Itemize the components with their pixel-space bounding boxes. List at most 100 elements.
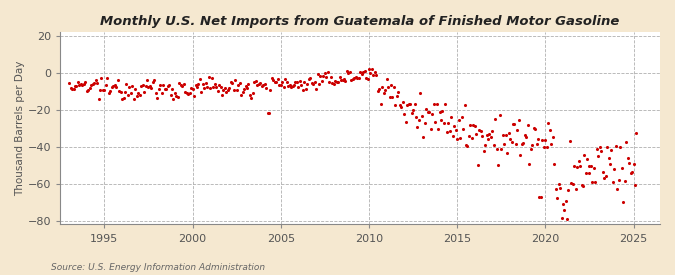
Point xyxy=(144,84,155,88)
Point xyxy=(305,76,316,80)
Point xyxy=(300,87,311,91)
Point xyxy=(68,87,79,92)
Point xyxy=(566,181,576,186)
Point xyxy=(558,202,568,206)
Point xyxy=(384,95,395,99)
Point xyxy=(356,72,367,76)
Point xyxy=(496,147,507,151)
Point xyxy=(522,122,533,127)
Point xyxy=(563,188,574,192)
Point xyxy=(261,86,271,90)
Point xyxy=(289,83,300,87)
Point xyxy=(130,86,140,91)
Point xyxy=(593,154,603,158)
Point xyxy=(367,67,377,72)
Point xyxy=(180,90,190,94)
Point xyxy=(127,83,138,88)
Point xyxy=(273,77,284,81)
Point xyxy=(446,115,457,120)
Point xyxy=(153,87,164,91)
Point xyxy=(65,86,76,90)
Point xyxy=(146,85,157,90)
Point xyxy=(621,139,632,144)
Point xyxy=(221,90,232,94)
Point xyxy=(364,67,375,72)
Point xyxy=(525,147,536,152)
Point xyxy=(514,118,524,122)
Point xyxy=(148,80,159,84)
Point xyxy=(435,118,446,123)
Point xyxy=(455,135,466,140)
Point xyxy=(234,81,245,85)
Point xyxy=(174,81,185,86)
Point xyxy=(281,80,292,84)
Point xyxy=(335,78,346,82)
Point xyxy=(212,89,223,93)
Point xyxy=(580,171,591,175)
Point xyxy=(244,93,255,97)
Point xyxy=(198,81,209,86)
Point xyxy=(217,92,227,97)
Point xyxy=(390,103,401,107)
Point xyxy=(569,164,580,169)
Point xyxy=(239,87,250,92)
Point xyxy=(262,111,273,116)
Point xyxy=(481,133,492,137)
Point xyxy=(138,89,149,94)
Point xyxy=(162,83,173,88)
Point xyxy=(228,88,239,92)
Point xyxy=(205,86,215,90)
Point xyxy=(374,87,385,92)
Point xyxy=(268,78,279,82)
Point xyxy=(128,97,139,101)
Point xyxy=(622,156,633,160)
Point xyxy=(403,101,414,106)
Point xyxy=(182,90,192,95)
Point xyxy=(439,120,450,125)
Point xyxy=(377,85,387,89)
Point xyxy=(151,90,161,95)
Point xyxy=(410,115,421,119)
Point xyxy=(314,82,325,86)
Point xyxy=(359,69,370,73)
Point xyxy=(584,171,595,175)
Point xyxy=(515,153,526,157)
Point xyxy=(583,164,594,168)
Point xyxy=(389,84,400,89)
Point xyxy=(67,87,78,92)
Point xyxy=(630,182,641,187)
Point xyxy=(227,81,238,85)
Point xyxy=(400,120,411,124)
Point xyxy=(253,82,264,87)
Point xyxy=(550,187,561,191)
Point xyxy=(398,100,408,104)
Point xyxy=(396,105,407,110)
Point xyxy=(353,76,364,80)
Point xyxy=(434,110,445,114)
Point xyxy=(560,199,571,203)
Point xyxy=(500,133,511,138)
Point xyxy=(518,141,529,145)
Point xyxy=(462,144,473,148)
Point xyxy=(264,111,275,116)
Point xyxy=(554,182,564,186)
Point xyxy=(117,97,128,101)
Point xyxy=(385,83,396,87)
Point xyxy=(242,86,252,90)
Point xyxy=(121,82,132,87)
Point xyxy=(310,86,321,91)
Point xyxy=(161,87,171,91)
Point xyxy=(259,82,270,86)
Point xyxy=(587,180,598,184)
Point xyxy=(530,127,541,131)
Point xyxy=(258,83,269,87)
Point xyxy=(88,81,99,85)
Point xyxy=(246,96,256,100)
Point xyxy=(193,81,204,86)
Point xyxy=(101,82,111,87)
Point xyxy=(333,79,344,84)
Point xyxy=(293,85,304,89)
Point xyxy=(600,173,611,178)
Point xyxy=(115,90,126,94)
Point xyxy=(165,92,176,97)
